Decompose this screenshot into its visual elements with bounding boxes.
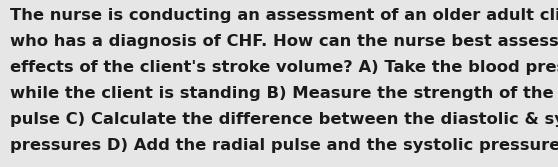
Text: effects of the client's stroke volume? A) Take the blood pressure: effects of the client's stroke volume? A… bbox=[10, 60, 558, 75]
Text: The nurse is conducting an assessment of an older adult client: The nurse is conducting an assessment of… bbox=[10, 8, 558, 23]
Text: pressures D) Add the radial pulse and the systolic pressure: pressures D) Add the radial pulse and th… bbox=[10, 138, 558, 153]
Text: who has a diagnosis of CHF. How can the nurse best assess the: who has a diagnosis of CHF. How can the … bbox=[10, 34, 558, 49]
Text: pulse C) Calculate the difference between the diastolic & systolic: pulse C) Calculate the difference betwee… bbox=[10, 112, 558, 127]
Text: while the client is standing B) Measure the strength of the radial: while the client is standing B) Measure … bbox=[10, 86, 558, 101]
